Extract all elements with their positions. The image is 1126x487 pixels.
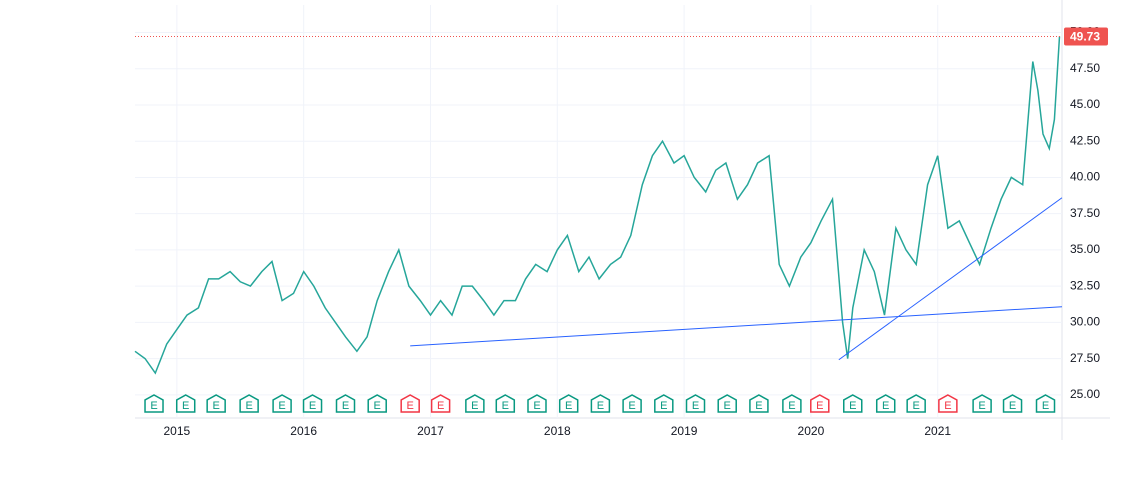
- earnings-label: E: [597, 400, 604, 412]
- y-tick-label: 37.50: [1070, 206, 1100, 220]
- earnings-marker: [906, 394, 926, 413]
- earnings-marker: [144, 394, 164, 413]
- earnings-marker: [335, 394, 356, 413]
- y-tick-label: 27.50: [1070, 351, 1100, 365]
- earnings-marker: [206, 394, 226, 413]
- earnings-marker: [495, 394, 516, 413]
- earnings-label: E: [533, 400, 540, 412]
- earnings-label: E: [437, 400, 444, 412]
- earnings-label: E: [816, 400, 823, 412]
- earnings-label: E: [660, 400, 667, 412]
- earnings-label: E: [342, 400, 349, 412]
- last-price-label: 49.73: [1070, 30, 1100, 44]
- earnings-label: E: [374, 400, 381, 412]
- earnings-marker: [367, 394, 387, 413]
- earnings-label: E: [849, 400, 856, 412]
- y-tick-label: 45.00: [1070, 97, 1100, 111]
- earnings-label: E: [692, 400, 699, 412]
- earnings-label: E: [565, 400, 572, 412]
- earnings-marker: [875, 394, 896, 413]
- price-line: [134, 36, 1061, 375]
- y-tick-label: 32.50: [1070, 278, 1100, 292]
- earnings-marker: [465, 394, 485, 413]
- x-tick-label: 2019: [671, 424, 698, 438]
- earnings-marker: [843, 394, 863, 413]
- x-tick-label: 2015: [163, 424, 190, 438]
- earnings-label: E: [212, 400, 219, 412]
- earnings-label: E: [978, 400, 985, 412]
- earnings-marker: [810, 394, 830, 413]
- earnings-marker: [1002, 394, 1023, 413]
- earnings-marker: [1035, 394, 1056, 413]
- earnings-label: E: [309, 400, 316, 412]
- y-tick-label: 30.00: [1070, 315, 1100, 329]
- earnings-marker: [717, 394, 737, 413]
- x-tick-label: 2020: [798, 424, 825, 438]
- earnings-marker: [302, 394, 323, 413]
- earnings-marker: [685, 394, 706, 413]
- earnings-marker: [239, 394, 259, 413]
- earnings-label: E: [182, 400, 189, 412]
- x-tick-label: 2021: [924, 424, 951, 438]
- earnings-label: E: [1042, 400, 1049, 412]
- earnings-label: E: [245, 400, 252, 412]
- earnings-label: E: [724, 400, 731, 412]
- earnings-marker: [272, 394, 292, 413]
- earnings-label: E: [407, 400, 414, 412]
- trendline: [410, 306, 1063, 347]
- x-tick-label: 2017: [417, 424, 444, 438]
- earnings-label: E: [912, 400, 919, 412]
- earnings-marker: [430, 394, 451, 413]
- y-tick-label: 25.00: [1070, 387, 1100, 401]
- earnings-marker: [527, 394, 547, 413]
- y-tick-label: 35.00: [1070, 242, 1100, 256]
- earnings-marker: [749, 394, 769, 413]
- earnings-label: E: [471, 400, 478, 412]
- x-tick-label: 2018: [544, 424, 571, 438]
- earnings-label: E: [788, 400, 795, 412]
- earnings-marker: [654, 394, 674, 413]
- earnings-label: E: [882, 400, 889, 412]
- earnings-label: E: [755, 400, 762, 412]
- trendline: [838, 197, 1063, 361]
- earnings-marker: [938, 394, 958, 413]
- earnings-label: E: [1009, 400, 1016, 412]
- earnings-marker: [782, 394, 802, 413]
- y-tick-label: 47.50: [1070, 61, 1100, 75]
- earnings-marker: [590, 394, 611, 413]
- earnings-label: E: [628, 400, 635, 412]
- earnings-label: E: [502, 400, 509, 412]
- earnings-marker: [175, 394, 196, 413]
- earnings-label: E: [944, 400, 951, 412]
- x-tick-label: 2016: [290, 424, 317, 438]
- earnings-marker: [400, 394, 420, 413]
- earnings-marker: [972, 394, 992, 413]
- earnings-label: E: [278, 400, 285, 412]
- last-price-badge: [1064, 27, 1108, 46]
- earnings-marker: [622, 394, 642, 413]
- earnings-marker: [558, 394, 579, 413]
- y-tick-label: 40.00: [1070, 170, 1100, 184]
- y-tick-label: 42.50: [1070, 133, 1100, 147]
- earnings-label: E: [150, 400, 157, 412]
